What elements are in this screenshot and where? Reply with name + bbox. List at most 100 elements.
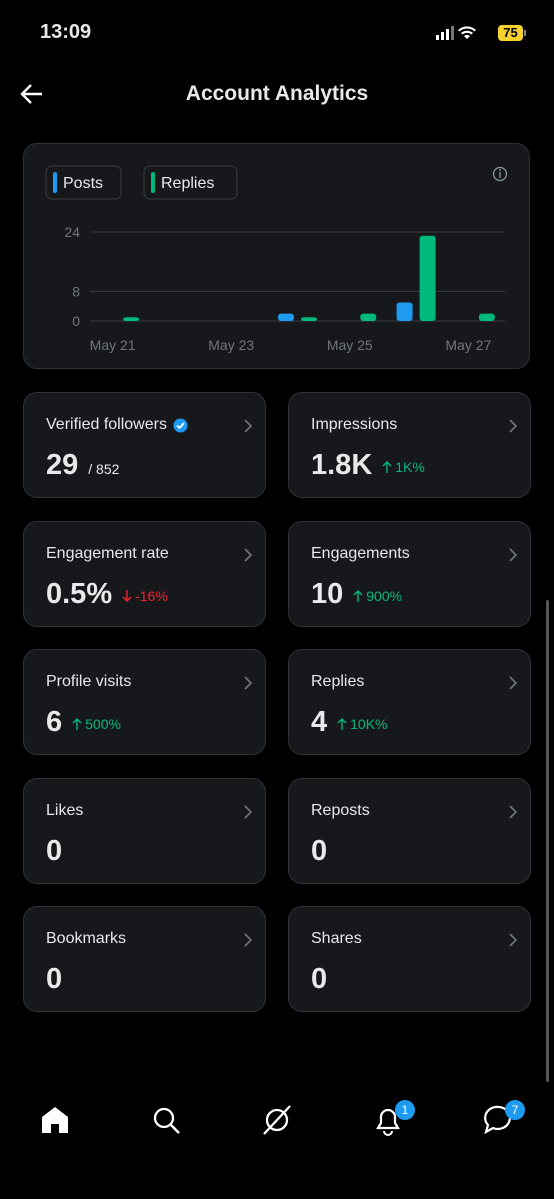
legend-chip [45, 165, 122, 200]
y-tick-label: 0 [72, 313, 80, 329]
metric-value: 1.8K [311, 449, 373, 481]
metric-value: 0 [311, 963, 328, 995]
home-tab[interactable] [42, 1107, 68, 1133]
metric-card[interactable]: Profile visits 6 500% [23, 649, 266, 755]
metric-value: 4 [311, 706, 328, 738]
legend-swatch [53, 172, 57, 193]
metric-value-row: 10 900% [311, 578, 402, 611]
bar [396, 302, 413, 321]
chevron [244, 804, 253, 819]
metric-value-row: 4 10K% [311, 706, 388, 739]
trend-arrow [382, 461, 392, 473]
metric-label: Likes [46, 802, 83, 820]
trend-arrow [122, 589, 132, 602]
metric-label-text: Engagements [311, 544, 410, 562]
metric-change-text: -16% [135, 587, 168, 604]
metric-value: 10 [311, 577, 344, 610]
metric-label-text: Profile visits [46, 673, 132, 690]
metric-label-text: Impressions [311, 416, 398, 433]
legend-chip [143, 165, 238, 200]
metric-change: 500% [72, 716, 121, 732]
metric-change-text: 10K% [350, 716, 388, 732]
metric-value-row: 1.8K 1K% [311, 449, 425, 482]
chevron [509, 547, 518, 562]
metric-total: / 852 [88, 461, 120, 477]
metric-card[interactable]: Bookmarks 0 [23, 906, 266, 1012]
metric-label-text: Shares [311, 930, 362, 947]
chevron [509, 933, 518, 947]
metric-value-row: 0 [311, 835, 327, 868]
metric-label-text: Bookmarks [46, 930, 127, 947]
metric-card[interactable]: Engagements 10 900% [288, 520, 531, 627]
metric-change-text: 500% [85, 716, 121, 732]
y-tick-label: 24 [64, 224, 80, 240]
page-title: Account Analytics [185, 82, 369, 105]
metric-label: Verified followers [46, 416, 188, 434]
x-tick-label: May 21 [90, 337, 136, 353]
metric-card[interactable]: Replies 4 10K% [288, 649, 531, 755]
chart: 0 8 24 Posts Replies May 21 May 23 May 25 May 27 [45, 165, 508, 353]
metric-label-text: Replies [311, 673, 365, 690]
chevron [244, 676, 253, 690]
metric-label: Bookmarks [46, 930, 126, 948]
grok-tab[interactable] [263, 1105, 291, 1135]
bar [360, 313, 377, 321]
metric-value-row: 29 / 852 [46, 449, 119, 482]
chevron [244, 547, 253, 562]
x-tick-label: May 23 [208, 337, 254, 353]
back-button[interactable] [20, 82, 46, 106]
status-icons [436, 25, 526, 41]
metric-card[interactable]: Reposts 0 [288, 777, 531, 884]
metric-value: 0.5% [46, 577, 113, 610]
y-tick-label: 8 [72, 283, 80, 299]
metric-value-row: 0 [46, 963, 62, 996]
metric-card[interactable]: Impressions 1.8K 1K% [288, 392, 531, 498]
metric-change: -16% [122, 588, 168, 604]
x-tick-label: May 25 [327, 337, 373, 353]
metric-value-row: 0 [311, 963, 327, 996]
metric-label: Profile visits [46, 673, 131, 691]
metric-label: Shares [311, 930, 362, 948]
metric-change: 900% [353, 588, 402, 604]
legend-item: Replies [143, 165, 238, 200]
status-time: 13:09 [40, 21, 92, 43]
metric-label: Engagement rate [46, 545, 169, 563]
metric-change: 10K% [337, 716, 388, 732]
bar [123, 317, 140, 321]
trend-arrow [72, 718, 82, 730]
metric-card[interactable]: Shares 0 [288, 906, 531, 1012]
bar [419, 235, 436, 321]
metric-value: 0 [311, 834, 328, 867]
metric-label-text: Verified followers [46, 416, 167, 433]
messages-badge: 7 [505, 1100, 525, 1120]
chevron [509, 676, 518, 690]
chevron [509, 804, 518, 819]
notifications-tab[interactable] [376, 1108, 400, 1136]
search-tab[interactable] [153, 1107, 180, 1134]
bottom-nav [42, 1105, 511, 1136]
metric-change: 1K% [382, 459, 425, 475]
metric-label-text: Engagement rate [46, 544, 169, 562]
x-tick-label: May 27 [445, 337, 491, 353]
chevron [244, 419, 253, 433]
scrollbar [546, 600, 549, 1082]
metric-card[interactable]: Likes 0 [23, 777, 266, 884]
trend-arrow [353, 589, 363, 602]
metric-label: Impressions [311, 416, 397, 434]
bar [278, 313, 294, 321]
metric-card[interactable]: Verified followers 29 / 852 [23, 392, 266, 498]
legend-item: Posts [45, 165, 122, 200]
metric-value: 29 [46, 449, 79, 481]
metric-label-text: Reposts [311, 801, 370, 819]
chart-card: 0 8 24 Posts Replies May 21 May 23 May 25 May 27 [23, 143, 530, 369]
metric-change-text: 900% [366, 587, 403, 604]
metric-card[interactable]: Engagement rate 0.5% -16% [23, 520, 266, 627]
legend-swatch [151, 172, 155, 193]
metric-value: 6 [46, 706, 63, 738]
bar [478, 313, 495, 321]
notifications-badge: 1 [395, 1100, 415, 1120]
metric-label: Reposts [311, 802, 370, 820]
metric-value-row: 0 [46, 835, 62, 868]
metric-value-row: 6 500% [46, 706, 121, 739]
metric-label-text: Likes [46, 801, 84, 819]
